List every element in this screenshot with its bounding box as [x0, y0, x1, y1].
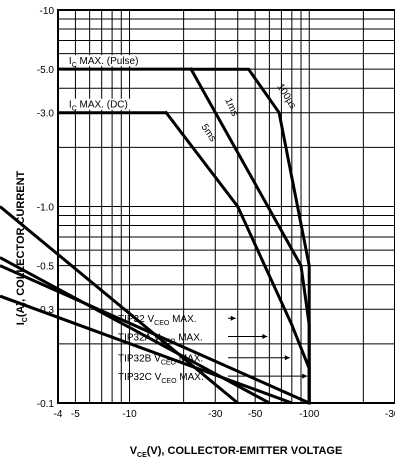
y-tick-label: -0.1	[37, 399, 55, 410]
vceo-line-tip32c	[0, 264, 310, 405]
x-tick-label: -50	[248, 409, 263, 420]
ic-max-dc-label-bg	[67, 98, 150, 110]
vceo-annotations: TIP32 VCEO MAX. TIP32A VCEO MAX. TIP32B VC…	[118, 314, 308, 385]
ic-max-pulse-label: IC MAX. (Pulse)	[69, 56, 139, 69]
x-tick-label: -30	[208, 409, 223, 420]
vceo-line-tip32b	[0, 294, 293, 405]
y-tick-label: -0.3	[37, 305, 55, 316]
y-tick-label: -0.5	[37, 262, 55, 273]
tick-labels: -10 -5.0 -3.0 -1.0 -0.5 -0.3 -0.1-4 -5 -10 -30 -50…	[37, 6, 395, 420]
vceo-note-1: TIP32A VCEO MAX.	[118, 332, 203, 345]
soa-curve-0	[189, 67, 311, 405]
plot-frame	[57, 9, 395, 404]
x-tick-label: -100	[299, 409, 319, 420]
y-tick-label: -5.0	[37, 65, 55, 76]
ic-max-dc-label: IC MAX. (DC)	[69, 100, 128, 113]
vceo-note-2: TIP32B VCEO MAX.	[118, 354, 203, 367]
y-axis-title: IC(A), COLLECTOR CURRENT	[15, 170, 29, 325]
soa-curve-2	[164, 110, 311, 405]
y-tick-label: -10	[40, 6, 55, 17]
x-tick-label: -10	[122, 409, 137, 420]
current-limits: IC MAX. (Pulse) IC MAX. (DC)	[58, 55, 192, 115]
vceo-limit-lines	[0, 205, 310, 405]
vceo-note-3: TIP32C VCEO MAX.	[118, 372, 204, 385]
y-tick-label: -1.0	[37, 203, 55, 214]
vceo-arrowhead-0	[230, 315, 236, 321]
vceo-arrowhead-1	[262, 333, 268, 339]
x-tick-label: -300	[385, 409, 395, 420]
ic-max-pulse-label-bg	[67, 55, 150, 67]
vceo-note-0: TIP32 VCEO MAX.	[118, 314, 197, 327]
x-tick-label: -5	[71, 409, 80, 420]
x-tick-label: -4	[54, 409, 63, 420]
x-axis-title: VCE(V), COLLECTOR-EMITTER VOLTAGE	[130, 445, 343, 459]
soa-curve-1	[189, 67, 311, 405]
vceo-arrowhead-3	[302, 373, 308, 379]
vceo-arrowhead-2	[284, 355, 290, 361]
y-tick-label: -3.0	[37, 109, 55, 120]
